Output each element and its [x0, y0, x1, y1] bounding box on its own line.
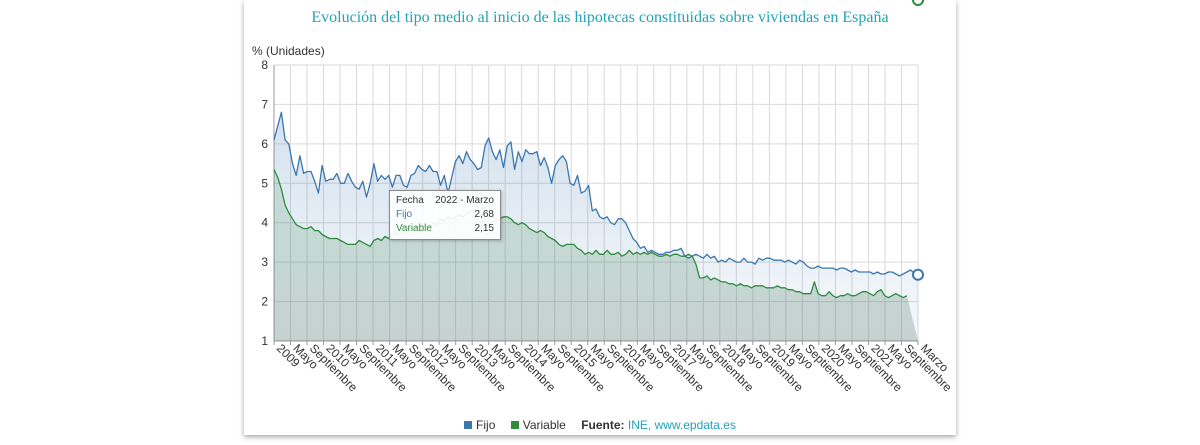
chart-card: Evolución del tipo medio al inicio de la… [244, 0, 956, 435]
legend-label-fijo: Fijo [476, 418, 496, 432]
tooltip-header-label: Fecha [396, 195, 424, 206]
series-line-fijo [273, 111, 919, 277]
series-area-variable [274, 169, 918, 341]
chart-plot[interactable]: % (Unidades)123456782009MayoSeptiembre20… [244, 0, 956, 435]
legend-item-variable[interactable]: Variable [510, 418, 566, 432]
chart-legend: Fijo Variable Fuente: INE, www.epdata.es [244, 418, 956, 432]
point-marker-fijo [912, 268, 924, 281]
tooltip-variable-value: 2,15 [474, 223, 494, 234]
y-tick-label: 8 [261, 58, 268, 72]
y-tick-label: 2 [261, 295, 268, 309]
chart-title: Evolución del tipo medio al inicio de la… [311, 9, 889, 26]
y-tick-label: 1 [261, 334, 268, 348]
y-tick-label: 3 [261, 255, 268, 269]
series-line-variable [273, 169, 908, 299]
y-tick-label: 7 [261, 97, 268, 111]
legend-swatch-variable [510, 421, 519, 429]
tooltip-fijo-label: Fijo [396, 209, 413, 220]
legend-swatch-fijo [464, 421, 473, 429]
y-tick-label: 6 [261, 137, 268, 151]
y-tick-label: 5 [261, 176, 268, 190]
tooltip-header-value: 2022 - Marzo [435, 195, 494, 206]
y-axis-title: % (Unidades) [252, 44, 325, 58]
tooltip-fijo-value: 2,68 [474, 209, 494, 220]
source-text[interactable]: INE, www.epdata.es [627, 418, 736, 432]
point-marker-variable [912, 0, 924, 6]
data-tooltip: Fecha 2022 - Marzo Fijo 2,68 Variable 2,… [389, 190, 501, 240]
tooltip-variable-label: Variable [396, 223, 432, 234]
y-tick-label: 4 [261, 216, 268, 230]
legend-item-fijo[interactable]: Fijo [464, 418, 495, 432]
legend-label-variable: Variable [522, 418, 566, 432]
source-label: Fuente: [581, 418, 625, 432]
